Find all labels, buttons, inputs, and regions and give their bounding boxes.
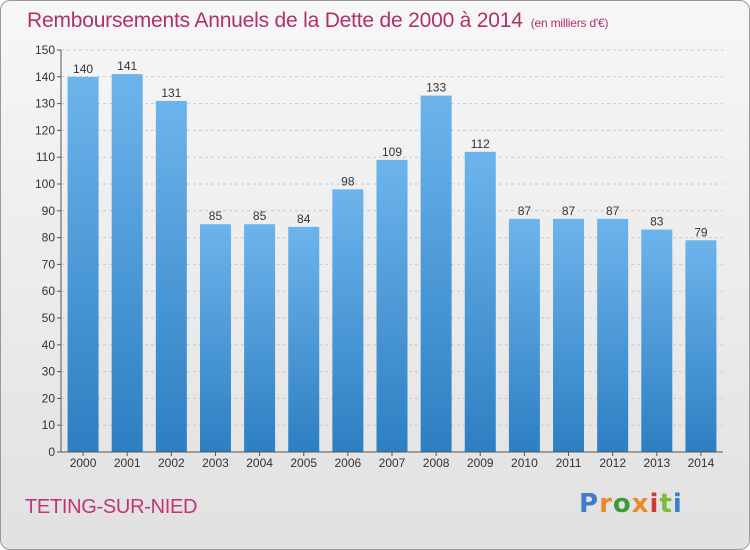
bar [685, 240, 717, 452]
brand-letter: x [631, 489, 650, 519]
bar-value-label: 112 [471, 137, 490, 151]
bar-value-label: 141 [117, 59, 137, 73]
x-tick-label: 2005 [290, 456, 317, 470]
y-tick-label: 10 [42, 418, 56, 432]
x-tick-label: 2002 [158, 456, 185, 470]
bar-value-label: 133 [426, 81, 446, 95]
bar-value-label: 84 [297, 212, 311, 226]
bar [508, 218, 540, 452]
bar [597, 218, 629, 452]
bar [111, 74, 143, 453]
brand-letter: r [599, 489, 613, 519]
brand-letter: P [579, 489, 600, 519]
x-tick-label: 2003 [202, 456, 229, 470]
x-tick-label: 2006 [335, 456, 362, 470]
brand-letter: o [612, 489, 632, 519]
y-tick-label: 40 [42, 338, 56, 352]
bar [376, 159, 408, 452]
bar [155, 100, 187, 453]
bar [553, 218, 585, 452]
brand-letter: i [649, 489, 660, 519]
x-tick-label: 2014 [688, 456, 715, 470]
bar [199, 224, 231, 452]
y-tick-label: 150 [35, 43, 55, 57]
y-tick-label: 20 [42, 391, 56, 405]
bar [332, 189, 364, 453]
bar-value-label: 85 [253, 209, 267, 223]
x-tick-label: 2011 [556, 456, 582, 470]
bar-value-label: 87 [606, 204, 620, 218]
y-tick-label: 110 [36, 150, 55, 164]
bar-value-label: 79 [694, 225, 708, 239]
x-tick-label: 2009 [467, 456, 494, 470]
bar-value-label: 131 [161, 86, 181, 100]
y-tick-label: 60 [42, 284, 56, 298]
x-tick-label: 2010 [511, 456, 538, 470]
y-tick-label: 50 [42, 311, 56, 325]
bar [67, 76, 99, 453]
x-tick-label: 2000 [70, 456, 97, 470]
bar [420, 95, 452, 452]
bar-value-label: 85 [209, 209, 223, 223]
chart-unit: (en milliers d'€) [530, 16, 609, 30]
y-tick-label: 90 [42, 204, 56, 218]
brand-letter: i [672, 489, 683, 519]
bar [244, 224, 276, 452]
x-tick-label: 2012 [599, 456, 626, 470]
bar [464, 151, 496, 452]
bar [641, 229, 673, 452]
y-tick-label: 100 [35, 177, 55, 191]
x-tick-label: 2004 [246, 456, 273, 470]
proxiti-logo: Proxiti [579, 489, 683, 519]
y-tick-label: 30 [42, 365, 56, 379]
bar [288, 226, 320, 452]
y-tick-label: 0 [48, 445, 55, 459]
x-tick-label: 2007 [379, 456, 406, 470]
bar-value-label: 83 [650, 215, 664, 229]
y-tick-label: 140 [35, 70, 55, 84]
bar-value-label: 98 [341, 174, 355, 188]
y-tick-label: 130 [35, 97, 55, 111]
bar-value-label: 87 [518, 204, 532, 218]
x-tick-label: 2001 [114, 456, 141, 470]
bar-value-label: 109 [382, 145, 402, 159]
chart-title: Remboursements Annuels de la Dette de 20… [27, 9, 609, 32]
y-tick-label: 80 [42, 231, 56, 245]
commune-name: TETING-SUR-NIED [25, 496, 198, 518]
x-tick-label: 2008 [423, 456, 450, 470]
brand-letter: t [659, 489, 673, 519]
y-tick-label: 120 [35, 123, 55, 137]
y-tick-label: 70 [42, 257, 56, 271]
x-tick-label: 2013 [643, 456, 670, 470]
bar-value-label: 87 [562, 204, 576, 218]
bar-value-label: 140 [73, 62, 93, 76]
